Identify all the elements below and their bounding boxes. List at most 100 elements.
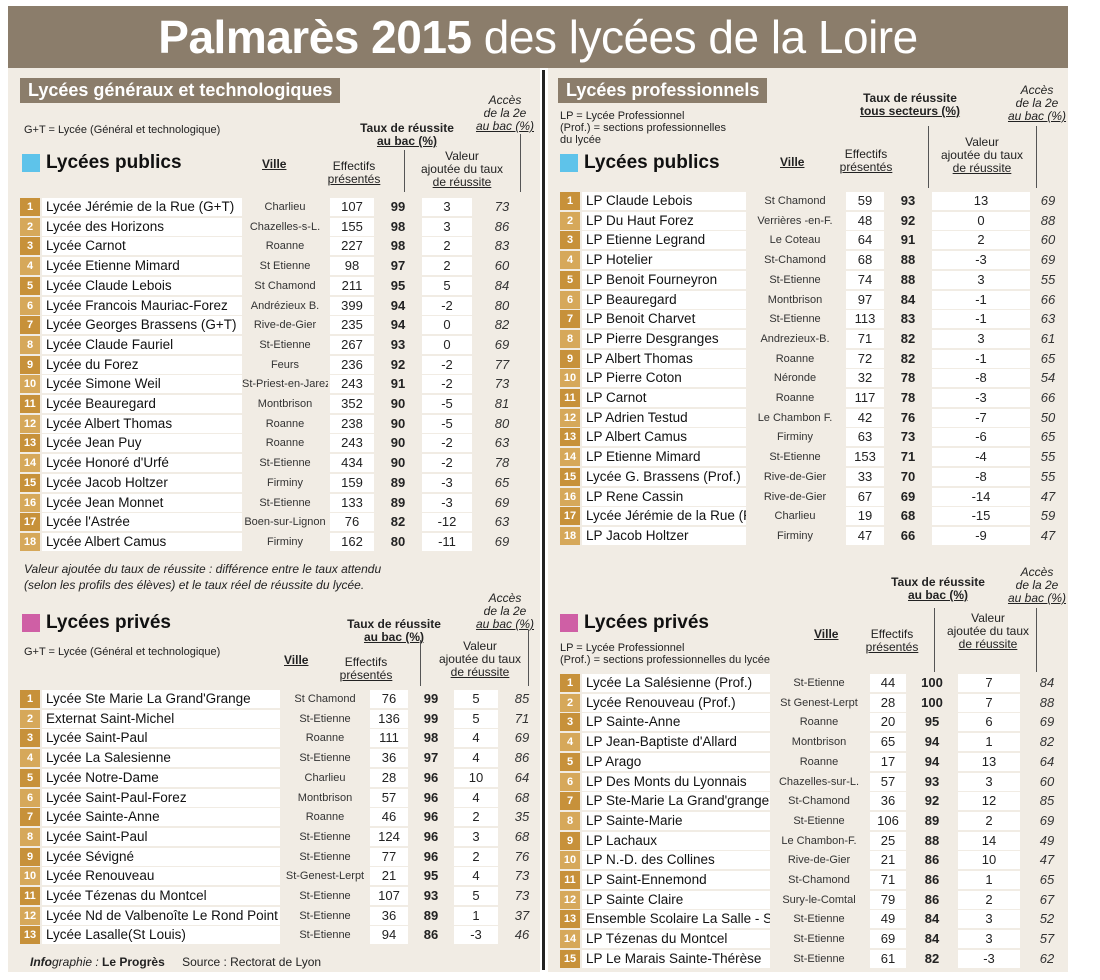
left-public-eff-header: Effectifs présentés bbox=[322, 160, 386, 186]
cell-ville: Montbrison bbox=[767, 293, 823, 306]
header-rule bbox=[1036, 126, 1037, 188]
cell-va: 3 bbox=[422, 198, 472, 216]
cell-ville: St-Etienne bbox=[793, 913, 845, 926]
cell-eff: 17 bbox=[870, 752, 906, 771]
gt-note: G+T = Lycée (Général et technologique) bbox=[24, 124, 221, 136]
cell-eff: 72 bbox=[846, 349, 884, 368]
left-private-va-header: Valeur ajoutée du taux de réussite bbox=[420, 640, 540, 679]
cell-rank: 7 bbox=[560, 310, 580, 329]
acc-header-line1: Accès bbox=[1020, 83, 1054, 97]
cell-name: Externat Saint-Michel bbox=[42, 709, 280, 728]
cell-ville: St-Etienne bbox=[259, 457, 311, 470]
cell-va: 3 bbox=[958, 930, 1020, 949]
cell-name: LP Pierre Coton bbox=[582, 369, 746, 388]
cell-acc: 55 bbox=[1040, 271, 1056, 287]
acc-header-line3: au bac (%) bbox=[475, 617, 535, 631]
cell-rank: 8 bbox=[20, 335, 40, 354]
cell-name: Lycée Claude Fauriel bbox=[42, 335, 242, 354]
cell-va: 2 bbox=[422, 257, 472, 276]
cell-eff: 20 bbox=[870, 713, 906, 732]
cell-taux: 96 bbox=[423, 809, 439, 825]
cell-ville: Charlieu bbox=[304, 771, 346, 784]
cell-rank: 18 bbox=[560, 526, 580, 545]
cell-acc: 84 bbox=[1039, 675, 1055, 690]
cell-va: 2 bbox=[454, 808, 498, 827]
cell-va: -7 bbox=[932, 408, 1030, 427]
cell-ville: Montbrison bbox=[297, 791, 353, 804]
cell-eff: 238 bbox=[330, 414, 374, 433]
cell-eff: 76 bbox=[330, 513, 374, 532]
cell-taux: 88 bbox=[924, 832, 940, 848]
cell-taux: 90 bbox=[390, 396, 406, 411]
cell-rank: 10 bbox=[20, 375, 40, 394]
cell-name: LP Lachaux bbox=[582, 831, 770, 850]
cell-acc: 68 bbox=[514, 789, 530, 805]
cell-taux: 89 bbox=[390, 474, 406, 490]
cell-ville: Roanne bbox=[305, 811, 345, 824]
cell-eff: 227 bbox=[330, 237, 374, 256]
cell-acc: 55 bbox=[1040, 468, 1056, 484]
cell-ville: St Etienne bbox=[259, 260, 311, 273]
cell-rank: 16 bbox=[20, 493, 40, 512]
taux-header-line2: au bac (%) bbox=[363, 630, 424, 644]
cell-taux: 88 bbox=[900, 271, 916, 287]
cell-ville: St Chamond bbox=[764, 195, 826, 207]
cell-eff: 352 bbox=[330, 395, 374, 413]
cell-va: 7 bbox=[958, 693, 1020, 712]
cell-va: 5 bbox=[454, 690, 498, 708]
left-private-eff-header: Effectifs présentés bbox=[334, 656, 398, 682]
lp-note-line2: (Prof.) = sections professionnelles bbox=[560, 122, 726, 134]
cell-acc: 47 bbox=[1040, 527, 1056, 543]
cell-eff: 267 bbox=[330, 335, 374, 354]
cell-va: 7 bbox=[958, 674, 1020, 692]
cell-eff: 155 bbox=[330, 217, 374, 236]
cell-name: LP Jacob Holtzer bbox=[582, 526, 746, 545]
cell-name: Lycée Jean Puy bbox=[42, 434, 242, 453]
cell-rank: 11 bbox=[560, 871, 580, 889]
cell-va: 2 bbox=[454, 847, 498, 866]
acc-header-line2: de la 2e bbox=[1015, 578, 1059, 592]
cell-eff: 69 bbox=[870, 930, 906, 949]
cell-rank: 17 bbox=[20, 513, 40, 532]
header-rule bbox=[928, 126, 929, 188]
cell-eff: 77 bbox=[370, 847, 408, 866]
header-rule bbox=[520, 134, 521, 192]
cell-ville: Andrézieux B. bbox=[250, 299, 320, 312]
cell-va: 1 bbox=[958, 871, 1020, 889]
cell-taux: 89 bbox=[924, 812, 940, 828]
cell-rank: 10 bbox=[560, 851, 580, 870]
cell-rank: 13 bbox=[20, 434, 40, 453]
cell-taux: 69 bbox=[900, 488, 916, 504]
cell-taux: 89 bbox=[423, 907, 439, 923]
cell-eff: 28 bbox=[370, 768, 408, 787]
eff-header-line2: présentés bbox=[865, 640, 919, 654]
cell-acc: 55 bbox=[1040, 449, 1056, 465]
cell-va: 2 bbox=[932, 231, 1030, 250]
cell-acc: 69 bbox=[1040, 252, 1056, 268]
cell-acc: 69 bbox=[514, 730, 530, 746]
cell-rank: 11 bbox=[20, 395, 40, 413]
taux-header-line1: Taux de réussite bbox=[347, 617, 441, 631]
cell-rank: 6 bbox=[560, 290, 580, 309]
left-private-gt-note: G+T = Lycée (Général et technologique) bbox=[24, 646, 221, 658]
left-public-taux-header: Taux de réussite au bac (%) bbox=[346, 122, 468, 148]
cell-va: -4 bbox=[932, 448, 1030, 467]
cell-ville: St-Etienne bbox=[259, 496, 311, 509]
right-private-title: Lycées privés bbox=[584, 612, 709, 633]
cell-rank: 11 bbox=[560, 389, 580, 407]
cell-rank: 1 bbox=[560, 674, 580, 692]
va-header-line3: de réussite bbox=[952, 161, 1012, 175]
cell-acc: 65 bbox=[1039, 872, 1055, 887]
cell-rank: 15 bbox=[560, 467, 580, 486]
cell-ville: Roanne bbox=[775, 392, 815, 404]
cell-ville: Firminy bbox=[266, 476, 304, 489]
cell-name: Lycée Beauregard bbox=[42, 395, 242, 413]
left-private-ville-header: Ville bbox=[284, 653, 309, 667]
cell-ville: St-Etienne bbox=[793, 952, 845, 965]
cell-name: LP Jean-Baptiste d'Allard bbox=[582, 733, 770, 752]
cell-eff: 107 bbox=[330, 198, 374, 216]
right-private-taux-header: Taux de réussite au bac (%) bbox=[876, 576, 1000, 602]
acc-header-line2: de la 2e bbox=[483, 604, 527, 618]
cell-rank: 3 bbox=[560, 231, 580, 250]
cell-va: 4 bbox=[454, 788, 498, 807]
